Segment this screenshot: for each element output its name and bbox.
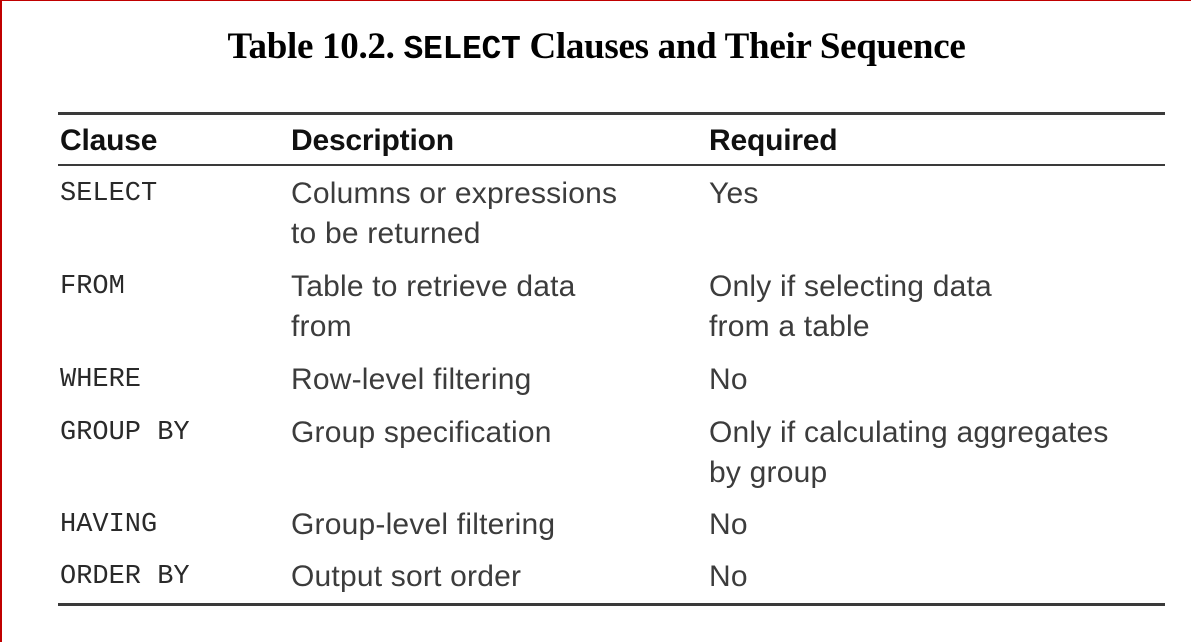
clause-cell: WHERE xyxy=(60,365,142,395)
clause-cell: HAVING xyxy=(60,510,158,540)
description-cell: Group specification xyxy=(291,416,552,449)
title-prefix: Table 10.2. xyxy=(227,26,404,67)
required-cell: Yes xyxy=(709,177,759,210)
description-cell: Row-level filtering xyxy=(291,363,532,396)
required-cell: No xyxy=(709,363,748,396)
description-cell: Table to retrieve data from xyxy=(291,270,576,343)
clause-cell: FROM xyxy=(60,272,125,302)
required-cell: Only if calculating aggregates by group xyxy=(709,416,1109,489)
header-description: Description xyxy=(291,124,454,157)
description-cell: Columns or expressions to be returned xyxy=(291,177,618,250)
title-code: SELECT xyxy=(403,31,521,68)
table-top-rule xyxy=(58,112,1165,115)
table-header-rule xyxy=(58,164,1165,166)
description-cell: Group-level filtering xyxy=(291,508,556,541)
header-clause: Clause xyxy=(60,124,158,157)
clause-cell: SELECT xyxy=(60,179,158,209)
table-title: Table 10.2. SELECT Clauses and Their Seq… xyxy=(0,25,1193,68)
table-bottom-rule xyxy=(58,603,1165,606)
required-cell: Only if selecting data from a table xyxy=(709,270,992,343)
title-suffix: Clauses and Their Sequence xyxy=(520,26,966,67)
header-required: Required xyxy=(709,124,838,157)
required-cell: No xyxy=(709,508,748,541)
description-cell: Output sort order xyxy=(291,560,522,593)
clause-cell: GROUP BY xyxy=(60,418,190,448)
clause-cell: ORDER BY xyxy=(60,562,190,592)
required-cell: No xyxy=(709,560,748,593)
